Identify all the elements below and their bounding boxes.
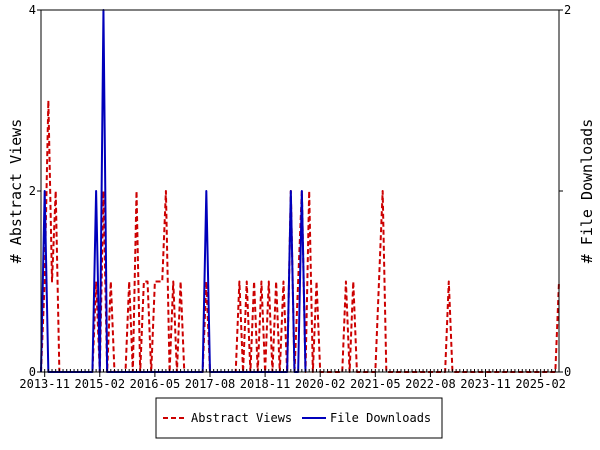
x-tick-label: 2025-02 [515, 377, 566, 391]
x-tick-label: 2018-11 [240, 377, 291, 391]
x-tick-label: 2023-11 [460, 377, 511, 391]
legend-box [155, 397, 443, 439]
axes-layer: 2013-11 2015-02 2016-05 2017-08 2018-11 2020-… [19, 3, 571, 391]
x-tick-label: 2020-02 [295, 377, 346, 391]
legend: Abstract Views File Downloads [155, 397, 443, 439]
legend-label-abstract-views: Abstract Views [191, 411, 292, 425]
x-tick-label: 2013-11 [19, 377, 70, 391]
legend-label-file-downloads: File Downloads [330, 411, 431, 425]
x-tick-label: 2015-02 [74, 377, 125, 391]
x-tick-label: 2021-05 [350, 377, 401, 391]
x-tick-label: 2017-08 [185, 377, 236, 391]
y-left-tick-label: 2 [29, 184, 36, 198]
x-tick-label: 2016-05 [130, 377, 181, 391]
x-tick-label: 2022-08 [405, 377, 456, 391]
y-right-tick-label: 2 [564, 3, 571, 17]
series-line-abstract-views [40, 99, 560, 373]
y-left-tick-label: 4 [29, 3, 36, 17]
y-right-tick-label: 0 [564, 365, 571, 379]
y-axis-right-title: # File Downloads [578, 119, 596, 264]
y-axis-left-title: # Abstract Views [7, 119, 25, 264]
y-left-tick-label: 0 [29, 365, 36, 379]
